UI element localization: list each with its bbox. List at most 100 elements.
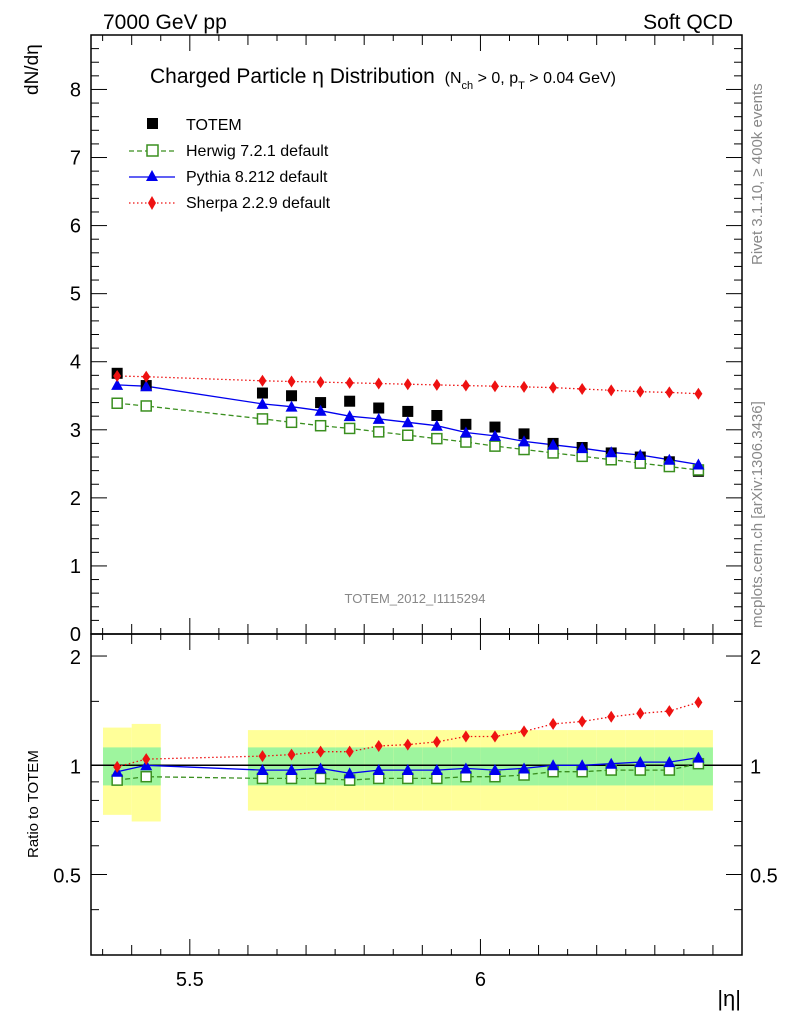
point-pythia [634, 448, 647, 460]
point-totem [256, 387, 268, 399]
y-tick-label-main: 7 [70, 148, 81, 170]
point-sherpa [316, 376, 325, 389]
point-sherpa [665, 386, 674, 399]
point-herwig [372, 426, 385, 438]
ratio-point-pythia [518, 762, 531, 774]
ratio-point-sherpa [636, 707, 645, 720]
ratio-point-pythia [372, 764, 385, 776]
point-herwig [285, 416, 298, 429]
ratio-point-sherpa [607, 710, 616, 723]
legend-marker-sherpa [148, 196, 156, 210]
point-totem [373, 402, 385, 414]
chart-title-sub-end: > 0.04 GeV) [525, 70, 616, 87]
ratio-point-sherpa [578, 715, 587, 728]
ratio-point-pythia [605, 757, 618, 769]
ratio-panel-frame [90, 633, 743, 956]
y-tick-label-main: 0 [70, 624, 81, 646]
ratio-point-sherpa [694, 696, 703, 709]
point-pythia [401, 416, 414, 428]
ratio-point-pythia [488, 764, 501, 776]
ratio-point-sherpa [520, 725, 529, 738]
ratio-point-sherpa [345, 745, 354, 758]
point-sherpa [345, 376, 354, 389]
point-pythia [343, 410, 356, 422]
point-pythia [372, 412, 385, 424]
point-pythia [605, 446, 618, 458]
point-sherpa [520, 380, 529, 393]
axis-ticks: 0 1 2 3 4 5 6 7 8 0.5 0.5 1 1 2 2 5.5 6 [53, 34, 778, 991]
point-totem [431, 410, 443, 422]
x-tick-label: 6 [475, 969, 486, 991]
ratio-point-sherpa [403, 738, 412, 751]
point-herwig [111, 397, 123, 409]
ratio-point-pythia [430, 764, 443, 776]
point-sherpa [607, 384, 616, 397]
point-sherpa [258, 374, 267, 387]
point-sherpa [549, 381, 558, 394]
header-left: 7000 GeV pp [103, 11, 227, 34]
legend: TOTEM Herwig 7.2.1 default Pythia 8.212 … [129, 117, 331, 212]
point-sherpa [432, 378, 441, 391]
ratio-point-sherpa [142, 753, 151, 766]
point-pythia [111, 378, 124, 390]
y-tick-label-main: 1 [70, 556, 81, 578]
point-herwig [460, 436, 472, 448]
x-axis-label: |η| [717, 986, 741, 1011]
point-herwig [431, 432, 443, 445]
point-pythia [459, 426, 472, 438]
point-totem [518, 428, 530, 440]
point-pythia [547, 438, 560, 450]
point-pythia [140, 380, 153, 392]
ratio-point-sherpa [665, 705, 674, 718]
watermark: TOTEM_2012_I1115294 [345, 591, 486, 606]
ratio-point-pythia [285, 764, 298, 776]
y-tick-label-main: 3 [70, 420, 81, 442]
ratio-line-pythia [117, 756, 699, 774]
ratio-point-herwig [140, 770, 152, 783]
point-sherpa [374, 377, 383, 390]
y-tick-label-ratio-left: 1 [70, 756, 81, 778]
point-totem [489, 421, 501, 433]
y-axis-label-main: dN/dη [22, 44, 43, 95]
header-right: Soft QCD [643, 11, 733, 34]
series-points [111, 367, 705, 786]
point-pythia [518, 435, 531, 447]
x-tick-label: 5.5 [176, 969, 204, 991]
y-tick-label-ratio-right: 2 [750, 647, 761, 669]
y-axis-label-ratio: Ratio to TOTEM [25, 750, 42, 858]
point-herwig [489, 440, 501, 452]
ratio-point-sherpa [374, 740, 383, 753]
chart-title-main: Charged Particle η Distribution [150, 65, 435, 88]
ratio-point-sherpa [432, 735, 441, 748]
y-tick-label-main: 6 [70, 216, 81, 238]
ratio-point-sherpa [258, 750, 267, 763]
point-sherpa [461, 379, 470, 392]
ratio-point-sherpa [316, 745, 325, 758]
point-pythia [314, 404, 327, 416]
y-tick-label-ratio-right: 0.5 [750, 865, 778, 887]
ratio-point-herwig [314, 772, 327, 785]
ratio-point-pythia [256, 764, 269, 776]
point-sherpa [694, 387, 703, 400]
y-tick-label-main: 2 [70, 488, 81, 510]
chart-title: Charged Particle η Distribution (Nch > 0… [150, 65, 616, 92]
ratio-point-pythia [547, 759, 560, 771]
point-pythia [285, 400, 298, 412]
y-tick-label-main: 8 [70, 79, 81, 101]
point-sherpa [578, 382, 587, 395]
chart-title-sub-t: T [518, 80, 525, 92]
legend-marker-pythia [146, 170, 158, 181]
point-sherpa [636, 385, 645, 398]
y-tick-label-ratio-right: 1 [750, 756, 761, 778]
point-pythia [256, 397, 269, 409]
rivet-label: Rivet 3.1.10, ≥ 400k events [749, 83, 766, 265]
legend-marker-herwig [146, 144, 159, 157]
legend-label-totem: TOTEM [186, 117, 242, 134]
point-sherpa [403, 378, 412, 391]
legend-marker-totem [147, 118, 158, 129]
ratio-point-pythia [692, 751, 705, 763]
ratio-point-sherpa [549, 717, 558, 730]
ratio-point-pythia [634, 756, 647, 768]
point-totem [460, 418, 472, 430]
